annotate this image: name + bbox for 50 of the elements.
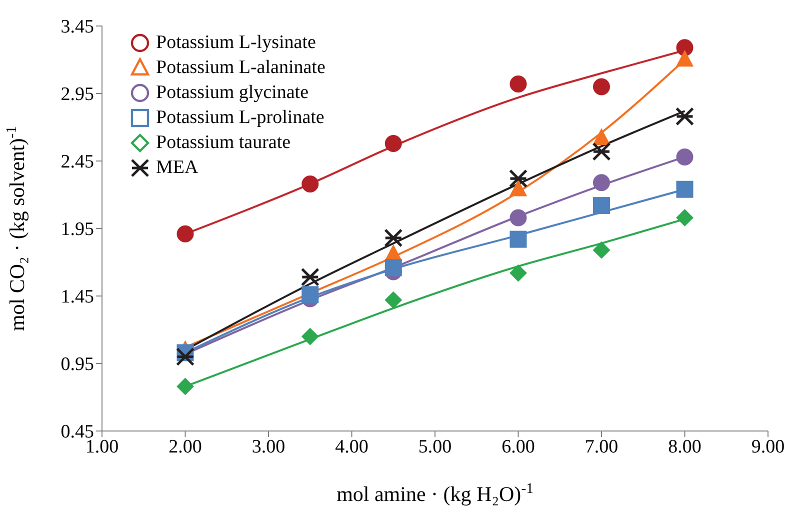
x-tick-label: 7.00: [584, 436, 618, 458]
point: [510, 209, 527, 226]
point: [176, 378, 194, 395]
point: [384, 134, 402, 152]
legend-label: Potassium L-lysinate: [156, 31, 316, 55]
point: [593, 78, 610, 96]
y-tick-label: 1.95: [60, 219, 94, 240]
point: [384, 292, 402, 309]
point: [510, 76, 527, 93]
legend-label: Potassium glycinate: [156, 81, 309, 105]
point: [676, 148, 694, 166]
y-tick-label: 2.45: [60, 152, 94, 173]
point: [300, 268, 320, 286]
y-tick-label: 3.45: [60, 16, 94, 38]
x-axis-title: mol amine · (kg H₂O)$^{-1}$: [336, 481, 534, 506]
point: [302, 328, 319, 345]
x-tick-label: 4.00: [335, 436, 368, 458]
point: [676, 50, 694, 67]
point: [593, 197, 610, 214]
point: [302, 286, 319, 304]
point: [384, 228, 403, 248]
point: [675, 107, 694, 126]
x-tick-label: 2.00: [168, 436, 202, 458]
point: [676, 180, 694, 198]
point: [593, 242, 610, 259]
legend-label: Potassium taurate: [156, 131, 291, 155]
x-tick-label: 5.00: [418, 436, 452, 458]
y-tick-label: 2.95: [60, 84, 94, 106]
y-tick-label: 1.45: [60, 286, 94, 308]
point: [593, 174, 610, 192]
legend-label: Potassium L-prolinate: [156, 106, 324, 130]
x-tick-label: 9.00: [751, 436, 785, 458]
point: [676, 39, 694, 56]
x-tick-label: 6.00: [502, 436, 535, 458]
point: [302, 175, 319, 192]
legend-label: Potassium L-alaninate: [156, 56, 326, 80]
point: [176, 225, 194, 242]
x-tick-label: 3.00: [252, 436, 286, 458]
legend-label: MEA: [156, 156, 198, 180]
x-tick-label: 8.00: [668, 436, 702, 458]
point: [176, 347, 195, 366]
point: [676, 209, 694, 226]
point: [508, 169, 528, 188]
point: [510, 264, 527, 282]
y-tick-label: 0.95: [60, 354, 94, 376]
point: [510, 180, 527, 196]
point: [593, 128, 610, 145]
point: [384, 259, 402, 276]
point: [592, 142, 611, 161]
point: [510, 230, 527, 248]
